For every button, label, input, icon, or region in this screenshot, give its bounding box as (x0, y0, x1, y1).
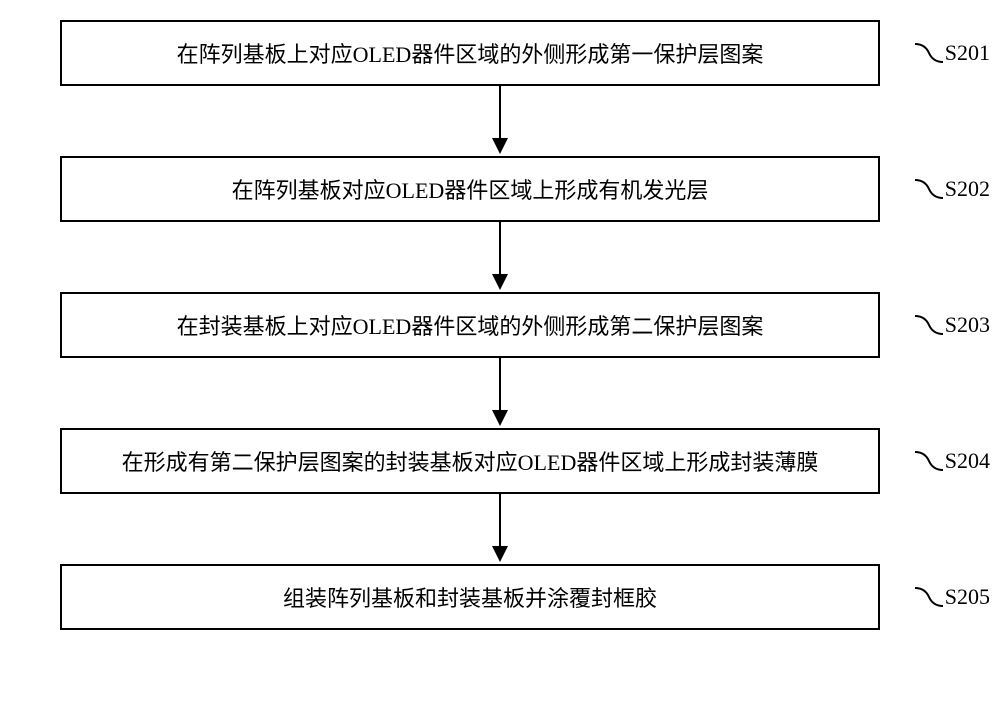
connector-curve-icon (915, 448, 945, 474)
step-label: S205 (945, 584, 990, 610)
connector-curve-icon (915, 312, 945, 338)
step-row-1: 在阵列基板上对应OLED器件区域的外侧形成第一保护层图案 S201 (60, 20, 940, 86)
arrow-down-icon (488, 222, 512, 292)
step-text: 在形成有第二保护层图案的封装基板对应OLED器件区域上形成封装薄膜 (122, 445, 819, 477)
connector-curve-icon (915, 40, 945, 66)
step-box-4: 在形成有第二保护层图案的封装基板对应OLED器件区域上形成封装薄膜 (60, 428, 880, 494)
connector-curve-icon (915, 584, 945, 610)
step-box-3: 在封装基板上对应OLED器件区域的外侧形成第二保护层图案 (60, 292, 880, 358)
step-box-2: 在阵列基板对应OLED器件区域上形成有机发光层 (60, 156, 880, 222)
step-label: S203 (945, 312, 990, 338)
arrow-4 (488, 494, 512, 564)
step-text: 在阵列基板对应OLED器件区域上形成有机发光层 (232, 173, 709, 205)
step-label: S202 (945, 176, 990, 202)
step-text: 组装阵列基板和封装基板并涂覆封框胶 (283, 581, 657, 613)
arrow-down-icon (488, 358, 512, 428)
arrow-down-icon (488, 86, 512, 156)
step-row-2: 在阵列基板对应OLED器件区域上形成有机发光层 S202 (60, 156, 940, 222)
step-label: S201 (945, 40, 990, 66)
arrow-3 (488, 358, 512, 428)
arrow-1 (488, 86, 512, 156)
step-label-wrap-2: S202 (915, 176, 990, 202)
arrow-2 (488, 222, 512, 292)
step-label-wrap-1: S201 (915, 40, 990, 66)
connector-curve-icon (915, 176, 945, 202)
step-box-5: 组装阵列基板和封装基板并涂覆封框胶 (60, 564, 880, 630)
step-row-3: 在封装基板上对应OLED器件区域的外侧形成第二保护层图案 S203 (60, 292, 940, 358)
step-label: S204 (945, 448, 990, 474)
step-row-4: 在形成有第二保护层图案的封装基板对应OLED器件区域上形成封装薄膜 S204 (60, 428, 940, 494)
step-label-wrap-3: S203 (915, 312, 990, 338)
arrow-down-icon (488, 494, 512, 564)
step-label-wrap-5: S205 (915, 584, 990, 610)
step-row-5: 组装阵列基板和封装基板并涂覆封框胶 S205 (60, 564, 940, 630)
step-text: 在阵列基板上对应OLED器件区域的外侧形成第一保护层图案 (177, 37, 764, 69)
step-box-1: 在阵列基板上对应OLED器件区域的外侧形成第一保护层图案 (60, 20, 880, 86)
flowchart-container: 在阵列基板上对应OLED器件区域的外侧形成第一保护层图案 S201 在阵列基板对… (60, 20, 940, 630)
step-text: 在封装基板上对应OLED器件区域的外侧形成第二保护层图案 (177, 309, 764, 341)
step-label-wrap-4: S204 (915, 448, 990, 474)
